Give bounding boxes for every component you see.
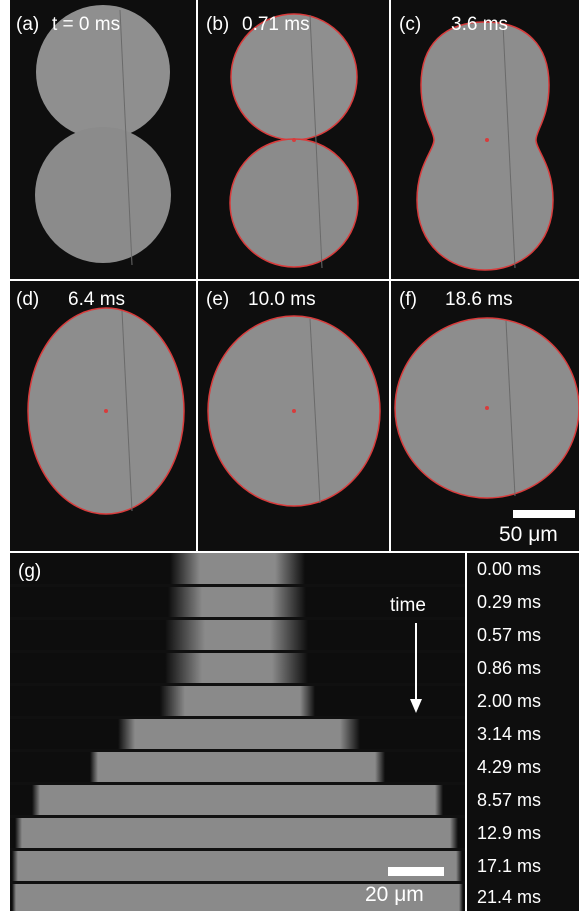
time-label: 0.29 ms [477,592,542,612]
time-arrow-head [410,699,422,713]
time-label: 0.57 ms [477,625,542,645]
time-label: 3.14 ms [477,724,542,744]
droplet-image-d [27,307,185,515]
scale-bar-label: 20 μm [365,883,424,906]
kymograph-strip [10,620,465,650]
time-label: 17.1 ms [477,856,542,876]
kymograph-strip [10,653,465,683]
kymograph-strip [10,884,465,911]
panel-b: (b) 0.71 ms [198,0,389,279]
time-label: 0.71 ms [242,14,310,35]
droplet-image-f [394,317,579,499]
droplet-image-a [35,5,171,266]
panel-label: (f) [399,289,417,310]
time-label: 6.4 ms [68,289,126,310]
time-arrow-label: time [390,595,426,616]
panel-label: (d) [16,289,40,310]
scale-bar-label: 50 μm [499,523,558,546]
panel-c: (c) 3.6 ms [391,0,579,279]
panel-d: (d) 6.4 ms [10,281,196,551]
panel-f: (f) 18.6 ms 50 μm [391,281,579,551]
kymograph-strip [10,719,465,749]
panel-label: (a) [16,14,40,35]
droplet-image-b [229,13,359,269]
time-label: 18.6 ms [445,289,513,310]
panel-label: (e) [206,289,230,310]
panel-e: (e) 10.0 ms [198,281,389,551]
time-label: 2.00 ms [477,691,542,711]
time-labels-column: 0.00 ms 0.29 ms 0.57 ms 0.86 ms 2.00 ms … [467,553,579,911]
kymograph-strip [10,553,465,584]
time-label: t = 0 ms [52,14,121,35]
droplet-image-e [207,315,381,507]
kymograph-strip [10,785,465,815]
kymograph-strip [10,752,465,782]
panel-a: (a) t = 0 ms [10,0,196,279]
time-label: 0.86 ms [477,658,542,678]
time-label: 4.29 ms [477,757,542,777]
kymograph-strip [10,587,465,617]
time-label: 21.4 ms [477,887,542,907]
scale-bar-50um [513,510,575,518]
time-arrow [415,623,417,701]
panel-label: (g) [18,561,42,582]
time-label: 10.0 ms [248,289,316,310]
droplet-image-c [416,21,554,271]
time-label: 12.9 ms [477,823,542,843]
panel-label: (c) [399,14,422,35]
kymograph-strip [10,851,465,881]
kymograph-panel: (g) time 20 μm [10,553,465,911]
time-label: 0.00 ms [477,559,542,579]
scale-bar-20um [388,867,444,876]
time-label: 3.6 ms [451,14,509,35]
kymograph-strip [10,686,465,716]
panel-label: (b) [206,14,230,35]
time-label: 8.57 ms [477,790,542,810]
kymograph-strip [10,818,465,848]
